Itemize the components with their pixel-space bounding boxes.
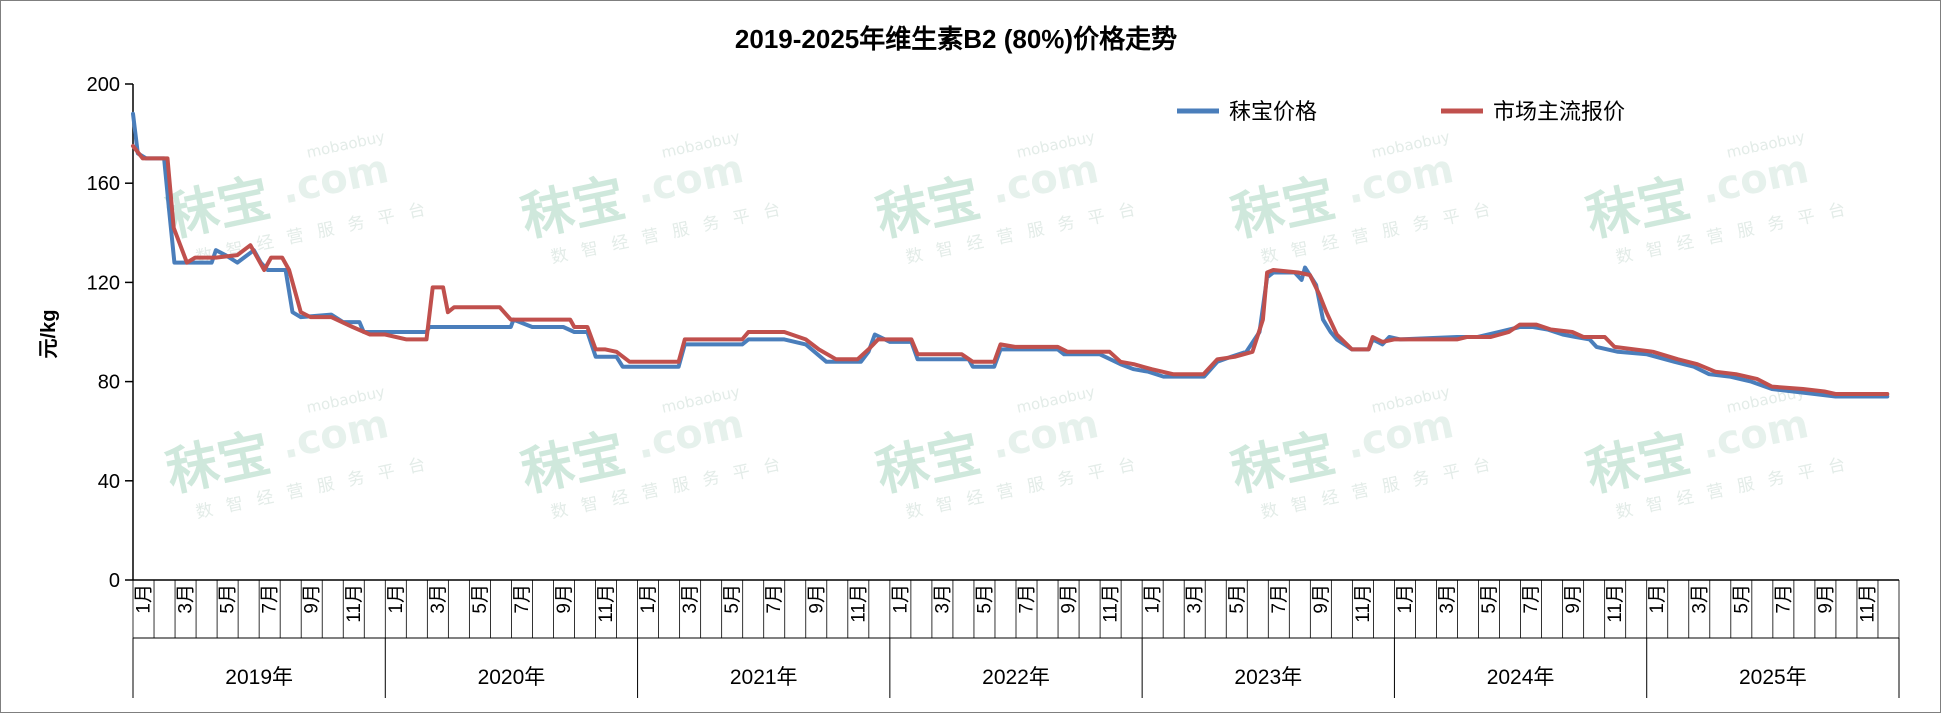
y-tick-label: 0 [109, 570, 120, 592]
x-month-label: 5月 [1731, 584, 1752, 614]
x-month-label: 5月 [722, 584, 743, 614]
legend-label-market-price: 市场主流报价 [1493, 99, 1625, 124]
x-year-label: 2019年 [225, 666, 293, 689]
y-tick-label: 200 [87, 74, 120, 96]
x-month-label: 5月 [974, 584, 995, 614]
y-tick-label: 120 [87, 272, 120, 294]
x-month-label: 11月 [1101, 584, 1122, 623]
x-month-label: 3月 [428, 584, 449, 614]
x-month-label: 1月 [134, 584, 155, 614]
x-month-label: 3月 [1185, 584, 1206, 614]
x-year-label: 2021年 [730, 666, 798, 689]
x-month-label: 7月 [1017, 584, 1038, 614]
x-month-label: 7月 [1773, 584, 1794, 614]
x-month-label: 11月 [1353, 584, 1374, 623]
x-month-label: 9月 [554, 584, 575, 614]
x-month-label: 1月 [1647, 584, 1668, 614]
y-tick-label: 80 [98, 372, 120, 394]
y-tick-label: 160 [87, 173, 120, 195]
series-line-market-price [131, 144, 1890, 396]
x-month-label: 5月 [470, 584, 491, 614]
x-year-label: 2025年 [1739, 666, 1807, 689]
x-month-label: 3月 [1689, 584, 1710, 614]
x-month-label: 7月 [1269, 584, 1290, 614]
x-month-label: 1月 [638, 584, 659, 614]
x-month-label: 3月 [176, 584, 197, 614]
x-month-label: 9月 [302, 584, 323, 614]
x-month-label: 5月 [1479, 584, 1500, 614]
legend: 秣宝价格 市场主流报价 [1177, 99, 1625, 124]
y-tick-label: 40 [98, 471, 120, 493]
x-month-label: 5月 [218, 584, 239, 614]
x-year-label: 2020年 [478, 666, 546, 689]
x-month-label: 1月 [890, 584, 911, 614]
x-month-label: 7月 [512, 584, 533, 614]
x-month-label: 5月 [1227, 584, 1248, 614]
series-group [131, 111, 1890, 399]
chart-title: 2019-2025年维生素B2 (80%)价格走势 [735, 24, 1177, 54]
x-month-label: 3月 [932, 584, 953, 614]
x-month-label: 9月 [1059, 584, 1080, 614]
x-axis: 1月 3月 5月 7月 9月 11月 1月 3月 5月 7月 9月 11月 1月 3月 5月 7月 9月 11月 1… [132, 579, 1900, 698]
x-month-label: 11月 [596, 584, 617, 623]
x-month-label: 9月 [806, 584, 827, 614]
x-month-label: 3月 [1437, 584, 1458, 614]
x-year-label: 2024年 [1487, 666, 1555, 689]
x-month-label: 11月 [344, 584, 365, 623]
x-month-label: 1月 [1143, 584, 1164, 614]
x-month-label: 11月 [1605, 584, 1626, 623]
x-month-label: 9月 [1563, 584, 1584, 614]
x-year-label: 2023年 [1234, 666, 1302, 689]
x-month-label: 9月 [1311, 584, 1332, 614]
x-month-label: 1月 [1395, 584, 1416, 614]
x-month-label: 9月 [1815, 584, 1836, 614]
x-month-label: 1月 [386, 584, 407, 614]
x-month-label: 3月 [680, 584, 701, 614]
x-year-label: 2022年 [982, 666, 1050, 689]
x-month-label: 7月 [260, 584, 281, 614]
x-month-label: 11月 [1857, 584, 1878, 623]
legend-label-mobao-price: 秣宝价格 [1229, 99, 1317, 124]
x-month-label: 7月 [1521, 584, 1542, 614]
y-axis: 0 40 80 120 160 200 [87, 74, 134, 592]
x-month-label: 7月 [764, 584, 785, 614]
y-axis-title: 元/kg [38, 310, 60, 359]
x-month-label: 11月 [848, 584, 869, 623]
